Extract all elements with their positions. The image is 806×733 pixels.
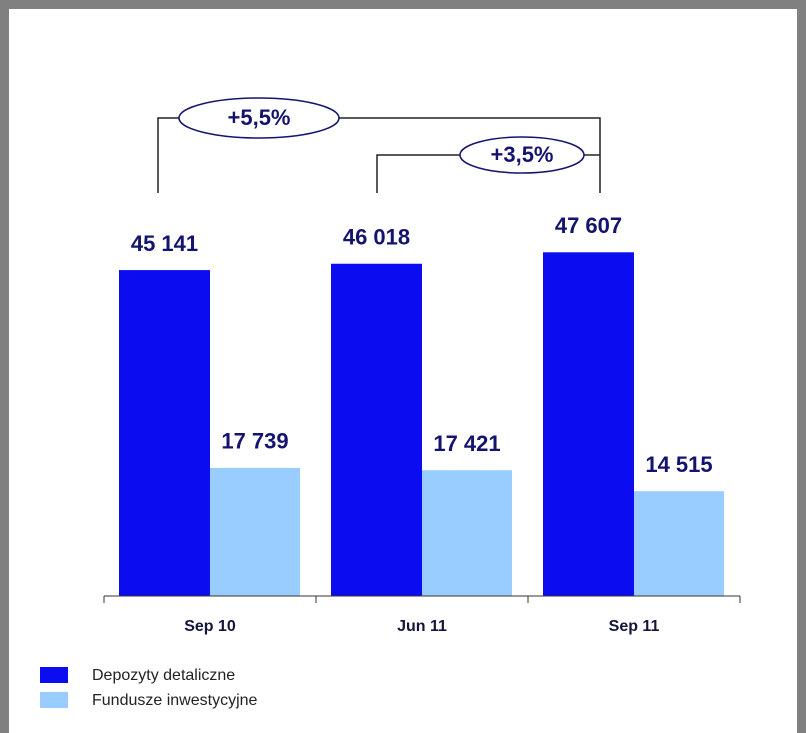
bar (422, 470, 512, 596)
frame-right (797, 0, 806, 733)
annotation-brackets (157, 117, 601, 193)
bar (634, 491, 724, 596)
value-label: 14 515 (645, 452, 712, 477)
bar (210, 467, 300, 596)
bar (543, 252, 634, 596)
bar (331, 263, 422, 596)
bar (119, 270, 210, 596)
value-label: 47 607 (555, 213, 622, 238)
legend-label: Fundusze inwestycyjne (92, 692, 258, 709)
frame-top (0, 0, 806, 9)
legend-swatch (40, 692, 68, 708)
annotation: +5,5% (228, 105, 291, 130)
value-label: 17 739 (221, 429, 288, 454)
x-tick-label: Sep 11 (609, 618, 660, 635)
legend-label: Depozyty detaliczne (92, 667, 235, 684)
annotation: +3,5% (491, 142, 554, 167)
x-tick-label: Sep 10 (184, 618, 236, 635)
annotation-ellipse (178, 97, 340, 139)
annotation-ellipse (459, 136, 585, 174)
value-label: 17 421 (433, 431, 500, 456)
value-label: 46 018 (343, 225, 410, 250)
value-label: 45 141 (131, 231, 198, 256)
x-tick-label: Jun 11 (397, 618, 447, 635)
frame-left (0, 0, 9, 733)
legend-swatch (40, 667, 68, 683)
